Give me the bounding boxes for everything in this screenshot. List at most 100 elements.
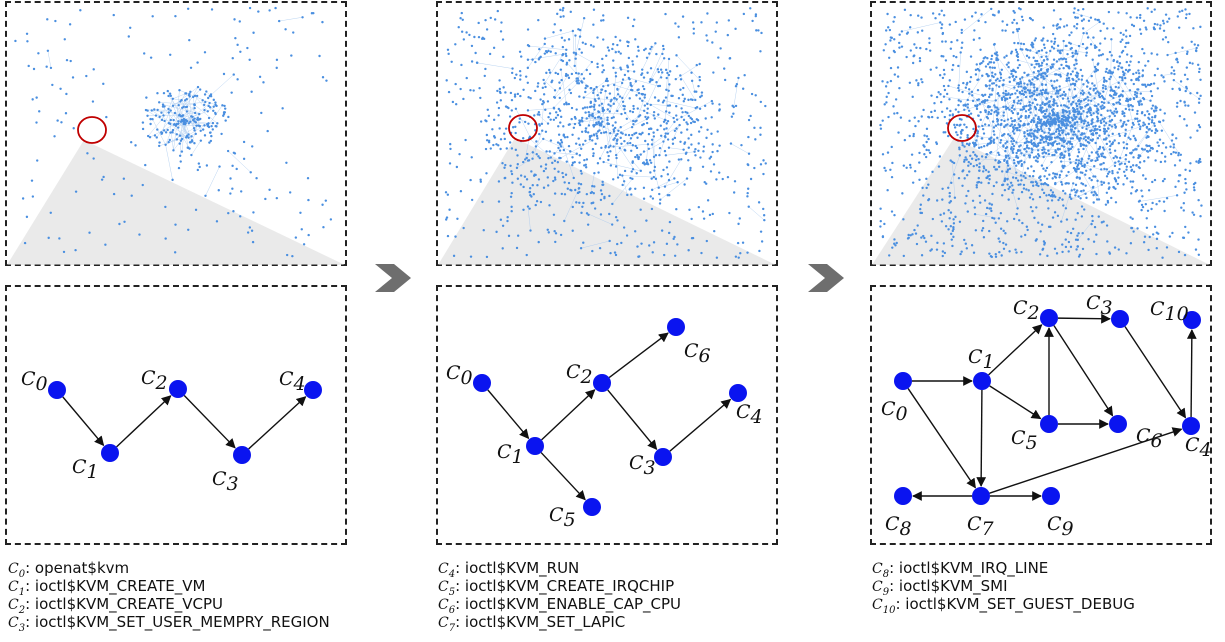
node-label-c3: C3 [1086,292,1113,319]
node-label-c9: C9 [1047,513,1074,540]
node-label-c1: C1 [497,441,524,468]
legend-text: ioctl$KVM_ENABLE_CAP_CPU [464,595,682,613]
network-clouds [14,6,1203,259]
legend-item: C5: ioctl$KVM_CREATE_IRQCHIP [438,577,675,598]
node-c7 [972,487,990,505]
edge-c2-c6 [1053,325,1114,417]
legend-symbol: C4 [438,561,456,580]
edge-c1-c5 [989,385,1042,420]
highlight-circle [508,114,538,142]
node-label-c0: C0 [881,398,908,425]
node-label-c8: C8 [885,513,912,540]
node-c5 [1040,415,1058,433]
legend-item: C10: ioctl$KVM_SET_GUEST_DEBUG [872,595,1135,616]
node-c1 [526,437,544,455]
call-graph-stage-1: C0 C1 C2 C3 C4 [21,367,322,495]
call-graphs: C0 C1 C2 C3 C4 C0 C1 C2 C3 C4 C5 C6 C0 C1 C2 C3 C4 C5 C6 C7… [21,292,1212,540]
legend-text: ioctl$KVM_CREATE_IRQCHIP [464,577,675,595]
node-c2 [1040,309,1058,327]
edge-c0-c1 [62,396,105,447]
legend-text: ioctl$KVM_CREATE_VCPU [34,595,224,613]
node-c6 [667,318,685,336]
legend-item: C7: ioctl$KVM_SET_LAPIC [438,613,626,634]
call-graph-stage-2: C0 C1 C2 C3 C4 C5 C6 [446,318,763,531]
network-cloud [879,7,1203,259]
node-label-c4: C4 [736,401,763,428]
highlight-circle [947,114,977,142]
node-c1 [101,444,119,462]
legend-symbol: C2 [8,597,26,616]
node-c6 [1109,415,1127,433]
legend-text: openat$kvm [34,559,130,577]
node-c4 [304,381,322,399]
legend-symbol: C9 [872,579,890,598]
zoom-cone [7,140,345,265]
edge-c2-c3 [183,394,236,449]
node-label-c1: C1 [72,456,99,483]
legend-stage-3: C8: ioctl$KVM_IRQ_LINE C9: ioctl$KVM_SMI C… [872,559,1135,616]
node-label-c3: C3 [629,452,656,479]
legend-item: C3: ioctl$KVM_SET_USER_MEMPRY_REGION [8,613,330,634]
legend-symbol: C6 [438,597,456,616]
node-label-c2: C2 [1013,297,1040,324]
step-arrows [375,264,844,292]
legend-item: C1: ioctl$KVM_CREATE_VM [8,577,206,598]
node-c10 [1183,311,1201,329]
node-c5 [583,498,601,516]
legend-symbol: C1 [8,579,26,598]
node-c4 [729,384,747,402]
node-c2 [593,374,611,392]
node-c4 [1182,417,1200,435]
diagram-panel-stage-2 [436,285,778,545]
zoom-cone [438,138,776,265]
legend-item: C0: openat$kvm [8,559,130,580]
edge-c7-c4 [989,427,1183,494]
edge-c2-c3 [607,389,658,451]
edge-c2-c6 [608,332,669,379]
legend-symbol: C8 [872,561,890,580]
edge-c3-c4 [1124,326,1187,419]
edge-c1-c7 [976,389,987,487]
legend-item: C9: ioctl$KVM_SMI [872,577,1008,598]
legend-stage-1: C0: openat$kvm C1: ioctl$KVM_CREATE_VM C2:… [8,559,330,634]
legend-symbol: C5 [438,579,456,598]
edge-c3-c4 [669,398,732,452]
node-label-c0: C0 [446,362,473,389]
edge-c3-c4 [248,396,307,450]
node-c3 [233,446,251,464]
step-arrow-icon [808,264,844,292]
diagram-panel-stage-1 [5,285,347,545]
node-label-c6: C6 [1136,425,1163,452]
step-arrow-icon [375,264,411,292]
edge-c2-c3 [1057,313,1111,324]
legend-item: C6: ioctl$KVM_ENABLE_CAP_CPU [438,595,682,616]
node-label-c2: C2 [141,367,168,394]
zoom-cone [872,138,1210,265]
node-c9 [1042,487,1060,505]
legend-text: ioctl$KVM_SET_GUEST_DEBUG [905,595,1135,613]
node-label-c6: C6 [684,340,711,367]
diagram-panel-stage-3 [870,285,1212,545]
legend-text: ioctl$KVM_RUN [464,559,580,577]
node-c3 [1111,310,1129,328]
call-graph-stage-3: C0 C1 C2 C3 C4 C5 C6 C7 C8 C9 C10 [881,292,1212,540]
zoom-cones [7,138,1210,265]
legend-text: ioctl$KVM_CREATE_VM [34,577,206,595]
edge-c1-c2 [116,395,172,448]
legend-item: C8: ioctl$KVM_IRQ_LINE [872,559,1049,580]
network-cloud [444,6,767,259]
legend-symbol: C10 [872,597,896,616]
node-c3 [654,448,672,466]
network-cloud [14,6,333,258]
node-label-c3: C3 [212,468,239,495]
node-label-c7: C7 [967,513,995,540]
legend-symbol: C7 [438,615,456,634]
node-c8 [894,487,912,505]
legend-text: ioctl$KVM_SET_USER_MEMPRY_REGION [34,613,330,631]
edge-c1-c2 [988,324,1043,376]
legend-text: ioctl$KVM_IRQ_LINE [898,559,1049,577]
node-c0 [473,374,491,392]
legend-stage-2: C4: ioctl$KVM_RUN C5: ioctl$KVM_CREATE_IR… [438,559,682,634]
node-c0 [894,372,912,390]
legend-symbol: C3 [8,615,26,634]
